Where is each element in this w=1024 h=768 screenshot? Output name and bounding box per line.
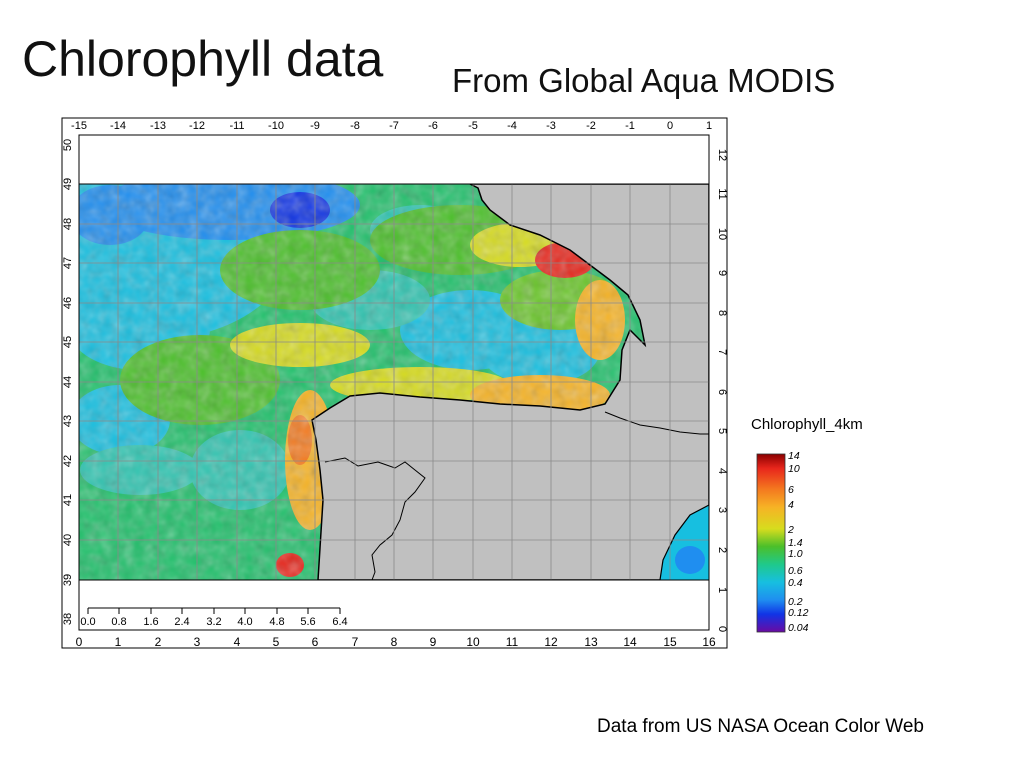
bottom-axis-label: 16 [702,635,716,649]
scale-label: 4.0 [237,616,252,628]
right-axis-label: 3 [716,507,728,513]
colorbar-tick-label: 4 [788,499,794,511]
left-axis-label: 48 [62,218,74,230]
slide-title: Chlorophyll data [22,31,384,87]
bottom-axis-label: 12 [544,635,558,649]
top-axis-label: -14 [110,120,126,132]
bottom-axis-label: 14 [623,635,637,649]
land-france [311,184,709,580]
slide-subtitle: From Global Aqua MODIS [452,62,836,99]
top-axis: -15 -14 -13 -12 -11 -10 -9 -8 -7 -6 -5 -… [71,120,712,132]
right-axis-label: 9 [716,270,728,276]
colorbar-tick-label: 2 [787,524,794,536]
scale-label: 3.2 [206,616,221,628]
right-axis-label: 1 [716,587,728,593]
left-axis-label: 39 [62,574,74,586]
colorbar-tick-label: 0.2 [788,596,803,608]
scale-label: 5.6 [300,616,315,628]
scale-label: 0.8 [111,616,126,628]
left-axis-label: 50 [62,139,74,151]
bottom-axis-label: 10 [466,635,480,649]
scale-label: 0.0 [80,616,95,628]
data-credit: Data from US NASA Ocean Color Web [597,716,924,737]
top-axis-label: -9 [310,120,320,132]
bottom-axis-label: 15 [663,635,677,649]
top-axis-label: -13 [150,120,166,132]
bottom-axis-label: 8 [391,635,398,649]
top-axis-label: 1 [706,120,712,132]
left-axis-label: 41 [62,494,74,506]
bottom-axis-label: 4 [234,635,241,649]
colorbar-title: Chlorophyll_4km [751,416,863,433]
bottom-axis-label: 6 [312,635,319,649]
right-axis-label: 2 [716,547,728,553]
top-axis-label: -1 [625,120,635,132]
colorbar-tick-label: 0.12 [788,607,809,619]
left-axis: 50 49 48 47 46 45 44 43 42 41 40 39 38 [62,139,74,625]
colorbar-tick-label: 10 [788,463,800,475]
bottom-axis-label: 7 [352,635,359,649]
right-axis-label: 8 [716,310,728,316]
bottom-axis: 0 1 2 3 4 5 6 7 8 9 10 11 12 13 14 15 16 [76,635,716,649]
top-axis-label: -10 [268,120,284,132]
top-axis-label: -11 [229,120,244,132]
colorbar-tick-label: 0.04 [788,622,809,634]
left-axis-label: 44 [62,376,74,388]
colorbar-tick-label: 0.6 [788,565,803,577]
right-axis-label: 6 [716,389,728,395]
left-axis-label: 40 [62,534,74,546]
bottom-axis-label: 3 [194,635,201,649]
top-axis-label: -6 [428,120,438,132]
right-axis: 12 11 10 9 8 7 6 5 4 3 2 1 0 [716,149,728,632]
bottom-axis-label: 11 [506,635,519,649]
colorbar-gradient [756,453,786,633]
scale-label: 4.8 [269,616,284,628]
left-axis-label: 42 [62,455,74,467]
colorbar-tick-label: 6 [788,484,794,496]
top-axis-label: -15 [71,120,87,132]
top-axis-label: -7 [389,120,399,132]
right-axis-label: 12 [716,149,728,161]
left-axis-label: 47 [62,257,74,269]
colorbar-tick-label: 1.0 [788,548,803,560]
left-axis-label: 46 [62,297,74,309]
bottom-axis-label: 5 [273,635,280,649]
bottom-axis-label: 9 [430,635,437,649]
right-axis-label: 7 [716,349,728,355]
colorbar-tick-label: 1.4 [788,537,803,549]
top-axis-label: -8 [350,120,360,132]
colorbar: 14 10 6 4 2 1.4 1.0 0.6 0.4 0.2 0.12 0.0… [756,450,809,634]
left-axis-label: 43 [62,415,74,427]
right-axis-label: 5 [716,428,728,434]
scale-bar: 0.0 0.8 1.6 2.4 3.2 4.0 4.8 5.6 6.4 [80,607,348,628]
map-grid [79,184,709,580]
top-axis-label: 0 [667,120,673,132]
top-axis-label: -12 [189,120,205,132]
bottom-axis-label: 2 [155,635,162,649]
left-axis-label: 45 [62,336,74,348]
colorbar-tick-label: 0.4 [788,577,803,589]
top-axis-label: -2 [586,120,596,132]
right-axis-label: 11 [716,188,728,199]
left-axis-label: 49 [62,178,74,190]
border-pyrenees [604,411,709,435]
bottom-axis-label: 13 [584,635,598,649]
scale-label: 1.6 [143,616,158,628]
top-axis-label: -3 [546,120,556,132]
top-axis-label: -4 [507,120,517,132]
bottom-axis-label: 0 [76,635,83,649]
right-axis-label: 4 [716,468,728,474]
border-spain-portugal [324,457,426,580]
bottom-axis-label: 1 [115,635,122,649]
colorbar-tick-label: 14 [788,450,800,462]
right-axis-label: 0 [716,626,728,632]
right-axis-label: 10 [716,228,728,240]
left-axis-label: 38 [62,613,74,625]
scale-label: 6.4 [332,616,347,628]
top-axis-label: -5 [468,120,478,132]
chlorophyll-data-layer [79,184,709,580]
scale-label: 2.4 [174,616,189,628]
